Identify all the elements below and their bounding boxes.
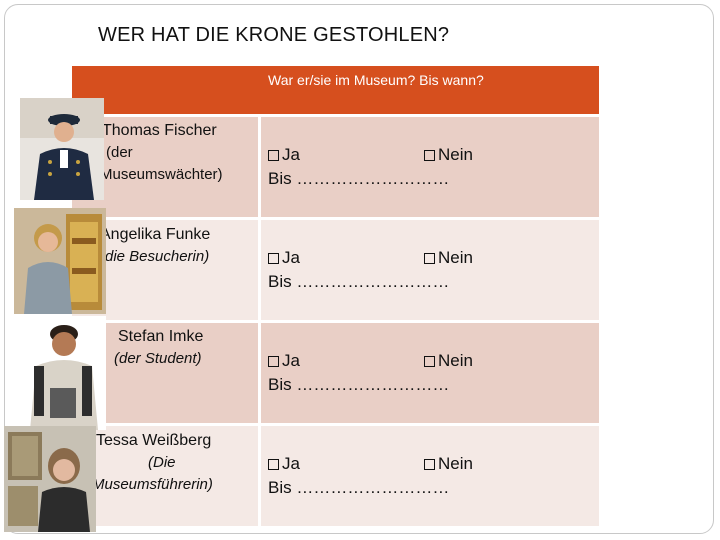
checkbox-icon[interactable] bbox=[268, 253, 279, 264]
suspect-role-line1: (die Besucherin) bbox=[100, 248, 210, 265]
ja-label: Ja bbox=[282, 351, 300, 370]
visitor-photo bbox=[14, 208, 106, 314]
nein-option[interactable]: Nein bbox=[424, 351, 473, 371]
ja-option[interactable]: Ja bbox=[268, 351, 300, 371]
suspect-role-line1: (der bbox=[106, 144, 133, 161]
checkbox-icon[interactable] bbox=[424, 150, 435, 161]
answer-cell bbox=[261, 323, 599, 423]
table-header: War er/sie im Museum? Bis wann? bbox=[72, 66, 599, 114]
slide-frame bbox=[4, 4, 714, 534]
bis-line: Bis ……………………… bbox=[268, 478, 450, 497]
checkbox-icon[interactable] bbox=[424, 356, 435, 367]
nein-option[interactable]: Nein bbox=[424, 145, 473, 165]
table-row: Tessa Weißberg (Die Museumsführerin) Ja … bbox=[72, 426, 599, 526]
answer-cell bbox=[261, 117, 599, 217]
ja-option[interactable]: Ja bbox=[268, 248, 300, 268]
suspect-name: Angelika Funke bbox=[100, 226, 211, 243]
nein-option[interactable]: Nein bbox=[424, 454, 473, 474]
nein-option[interactable]: Nein bbox=[424, 248, 473, 268]
answer-cell bbox=[261, 220, 599, 320]
suspect-name: Thomas Fischer bbox=[102, 122, 217, 139]
checkbox-icon[interactable] bbox=[268, 356, 279, 367]
table-row: Angelika Funke (die Besucherin) Ja Nein … bbox=[72, 220, 599, 320]
ja-label: Ja bbox=[282, 248, 300, 267]
nein-label: Nein bbox=[438, 248, 473, 267]
page-title: WER HAT DIE KRONE GESTOHLEN? bbox=[98, 24, 450, 46]
guard-photo bbox=[20, 98, 104, 200]
checkbox-icon[interactable] bbox=[268, 459, 279, 470]
suspect-role-line2: Museumsführerin) bbox=[92, 476, 213, 493]
student-photo bbox=[20, 316, 106, 430]
table-row: Thomas Fischer (der Museumswächter) Ja N… bbox=[72, 117, 599, 217]
table-row: Stefan Imke (der Student) Ja Nein Bis ……… bbox=[72, 323, 599, 423]
checkbox-icon[interactable] bbox=[268, 150, 279, 161]
bis-line: Bis ……………………… bbox=[268, 169, 450, 188]
suspect-name: Stefan Imke bbox=[118, 328, 204, 345]
ja-label: Ja bbox=[282, 145, 300, 164]
nein-label: Nein bbox=[438, 145, 473, 164]
nein-label: Nein bbox=[438, 351, 473, 370]
answer-cell bbox=[261, 426, 599, 526]
suspect-cell: Tessa Weißberg (Die Museumsführerin) bbox=[72, 426, 258, 526]
bis-line: Bis ……………………… bbox=[268, 375, 450, 394]
ja-option[interactable]: Ja bbox=[268, 454, 300, 474]
nein-label: Nein bbox=[438, 454, 473, 473]
checkbox-icon[interactable] bbox=[424, 253, 435, 264]
bis-line: Bis ……………………… bbox=[268, 272, 450, 291]
suspect-role-line1: (Die bbox=[148, 454, 176, 471]
ja-option[interactable]: Ja bbox=[268, 145, 300, 165]
suspect-role-line2: Museumswächter) bbox=[100, 166, 223, 183]
ja-label: Ja bbox=[282, 454, 300, 473]
suspect-name: Tessa Weißberg bbox=[96, 432, 212, 449]
suspect-role-line1: (der Student) bbox=[114, 350, 202, 367]
guide-photo bbox=[4, 426, 96, 532]
checkbox-icon[interactable] bbox=[424, 459, 435, 470]
header-question: War er/sie im Museum? Bis wann? bbox=[268, 72, 484, 88]
